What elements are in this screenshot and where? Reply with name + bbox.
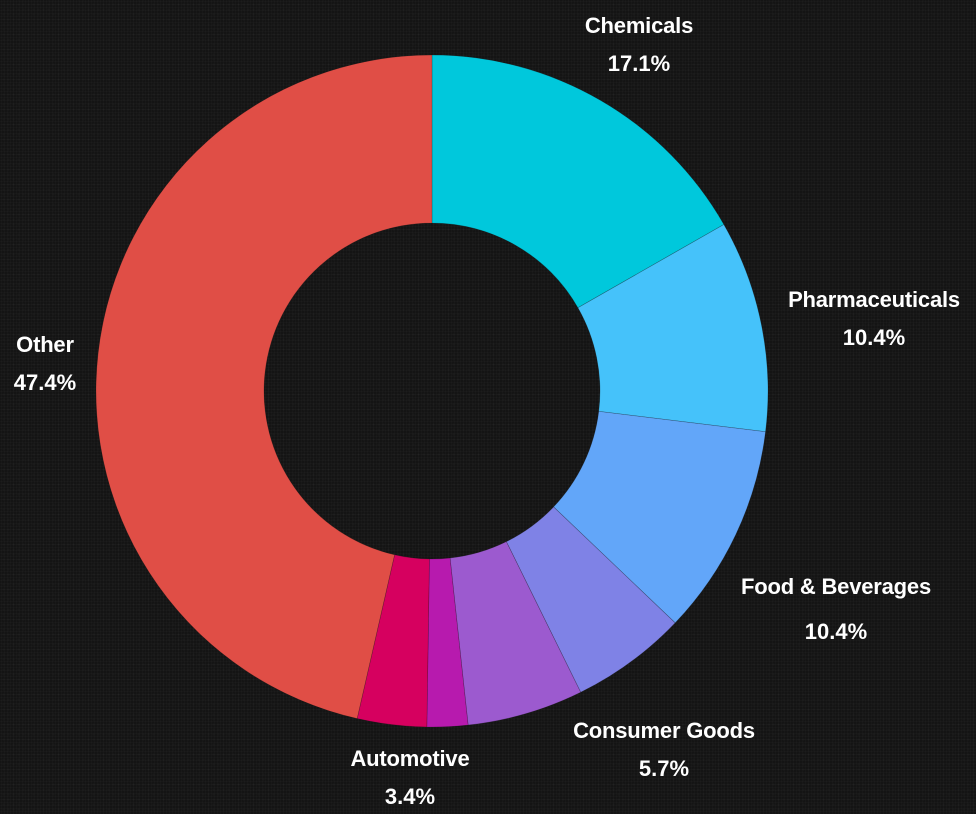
slice-pharmaceuticals bbox=[577, 224, 769, 433]
label-chemicals: Chemicals bbox=[585, 13, 693, 38]
value-label-food-beverages: 10.4% bbox=[805, 619, 867, 644]
label-food-beverages: Food & Beverages bbox=[741, 574, 931, 599]
slice-chemicals bbox=[431, 54, 725, 309]
label-automotive: Automotive bbox=[350, 746, 469, 771]
slice-unlabeled-5 bbox=[426, 557, 469, 728]
value-label-pharmaceuticals: 10.4% bbox=[843, 325, 905, 350]
value-label-other: 47.4% bbox=[14, 370, 76, 395]
label-other: Other bbox=[16, 332, 74, 357]
value-label-automotive: 3.4% bbox=[385, 784, 435, 809]
slices-group bbox=[95, 54, 769, 728]
label-consumer-goods: Consumer Goods bbox=[573, 718, 755, 743]
slice-unlabeled-3 bbox=[505, 506, 676, 693]
label-pharmaceuticals: Pharmaceuticals bbox=[788, 287, 960, 312]
value-label-consumer-goods: 5.7% bbox=[639, 756, 689, 781]
value-label-chemicals: 17.1% bbox=[608, 51, 670, 76]
slice-food-beverages bbox=[553, 411, 766, 624]
labels-group: Chemicals 17.1% Pharmaceuticals 10.4% Food &… bbox=[14, 13, 960, 809]
slice-other bbox=[95, 54, 433, 719]
